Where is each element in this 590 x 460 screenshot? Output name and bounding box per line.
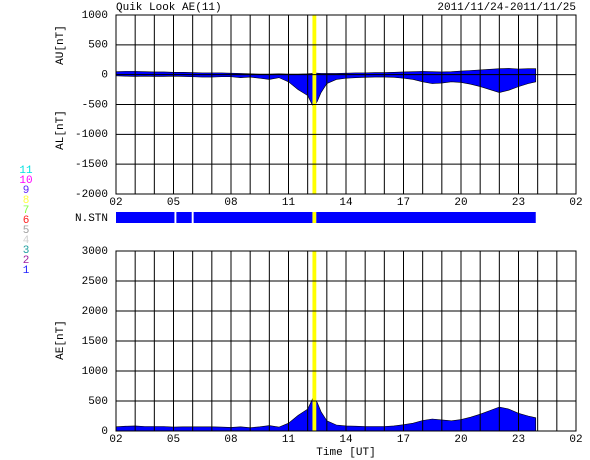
y-tick-label: -500 bbox=[82, 99, 108, 111]
x-tick-label: 23 bbox=[512, 197, 525, 209]
x-tick-label: 05 bbox=[167, 434, 180, 446]
y-tick-label: 1000 bbox=[82, 10, 108, 22]
station-segment bbox=[116, 212, 175, 223]
y-tick-label: 3000 bbox=[82, 246, 108, 258]
x-tick-label: 14 bbox=[339, 434, 353, 446]
y-tick-label: 1500 bbox=[82, 336, 108, 348]
x-tick-label: 14 bbox=[339, 197, 353, 209]
date-range: 2011/11/24-2011/11/25 bbox=[437, 2, 576, 14]
x-tick-label: 20 bbox=[454, 197, 467, 209]
x-tick-label: 02 bbox=[109, 434, 122, 446]
station-segment bbox=[312, 212, 317, 223]
x-axis-label: Time [UT] bbox=[316, 447, 375, 459]
strip-label: N.STN bbox=[75, 213, 108, 225]
y-tick-label: 2500 bbox=[82, 276, 108, 288]
y-tick-label: 2000 bbox=[82, 306, 108, 318]
x-tick-label: 08 bbox=[224, 434, 237, 446]
y-tick-label: 500 bbox=[88, 40, 108, 52]
y-tick-label: 0 bbox=[101, 70, 108, 82]
legend-entry: 6 bbox=[23, 215, 30, 227]
legend-entry: 4 bbox=[23, 235, 30, 247]
x-tick-label: 17 bbox=[397, 197, 410, 209]
plot-frame bbox=[115, 14, 577, 195]
x-tick-label: 17 bbox=[397, 434, 410, 446]
y-tick-label: 0 bbox=[101, 426, 108, 438]
legend-entry: 7 bbox=[23, 205, 30, 217]
x-tick-label: 23 bbox=[512, 434, 525, 446]
legend-entry: 8 bbox=[23, 195, 30, 207]
x-tick-label: 05 bbox=[167, 197, 180, 209]
x-tick-label: 11 bbox=[282, 434, 296, 446]
chart-title: Quik Look AE(11) bbox=[116, 2, 222, 14]
legend-entry: 5 bbox=[23, 225, 30, 237]
station-segment bbox=[316, 212, 536, 223]
y-tick-label: -1000 bbox=[75, 129, 108, 141]
x-tick-label: 20 bbox=[454, 434, 467, 446]
x-tick-label: 02 bbox=[569, 434, 582, 446]
area bbox=[115, 396, 537, 432]
x-tick-label: 11 bbox=[282, 197, 296, 209]
x-tick-label: 02 bbox=[109, 197, 122, 209]
area bbox=[115, 74, 537, 108]
x-tick-label: 08 bbox=[224, 197, 237, 209]
y-tick-label: 1000 bbox=[82, 366, 108, 378]
legend-entry: 3 bbox=[23, 245, 30, 257]
y-axis-label: AE[nT] bbox=[55, 320, 67, 360]
station-segment bbox=[176, 212, 192, 223]
plot-frame bbox=[115, 250, 577, 432]
y-tick-label: 500 bbox=[88, 396, 108, 408]
y-tick-label: -2000 bbox=[75, 189, 108, 201]
legend-entry: 2 bbox=[23, 255, 30, 267]
legend-entry: 10 bbox=[19, 175, 32, 187]
y-axis-label: AL[nT] bbox=[55, 110, 67, 150]
station-segment bbox=[193, 212, 313, 223]
legend-entry: 1 bbox=[23, 265, 30, 277]
y-axis-label: AU[nT] bbox=[55, 25, 67, 65]
area bbox=[115, 68, 537, 75]
y-tick-label: -1500 bbox=[75, 159, 108, 171]
x-tick-label: 02 bbox=[569, 197, 582, 209]
legend-entry: 9 bbox=[23, 185, 30, 197]
legend-entry: 11 bbox=[19, 165, 33, 177]
